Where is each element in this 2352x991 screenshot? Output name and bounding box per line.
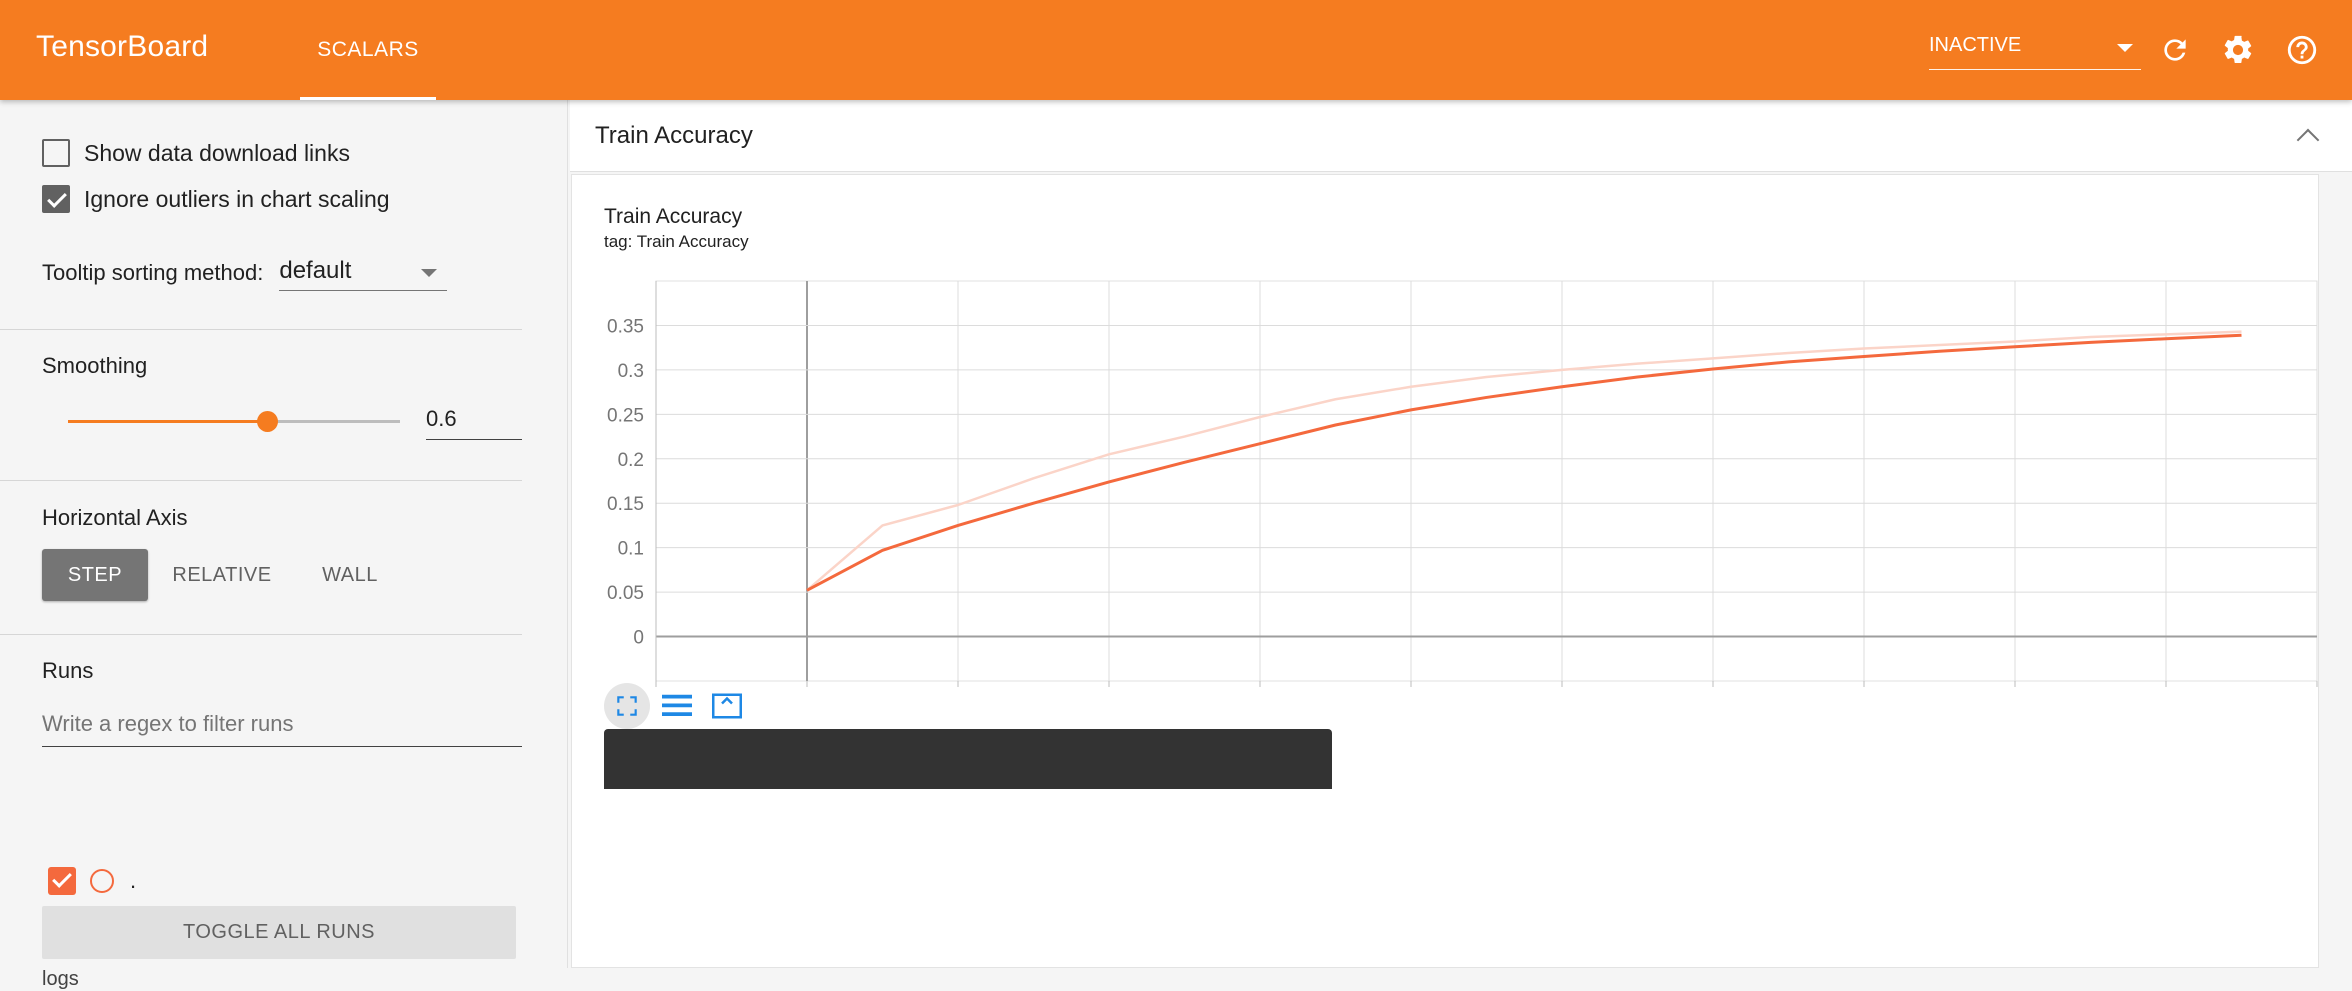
toggle-all-runs-button[interactable]: TOGGLE ALL RUNS bbox=[42, 906, 516, 959]
list-icon bbox=[662, 694, 692, 716]
smoothing-input[interactable]: 0.6 bbox=[426, 402, 522, 440]
train-accuracy-chart[interactable]: 02468101214161800.050.10.150.20.250.30.3… bbox=[572, 175, 2320, 695]
tooltip-sorting-row: Tooltip sorting method: default bbox=[42, 255, 448, 291]
axis-relative-button[interactable]: RELATIVE bbox=[172, 563, 272, 586]
toggle-log-scale-button[interactable] bbox=[654, 683, 700, 729]
tooltip-sorting-value: default bbox=[279, 257, 352, 284]
axis-step-button[interactable]: STEP bbox=[42, 549, 148, 601]
axis-wall-button[interactable]: WALL bbox=[322, 563, 378, 586]
chart-toolbar bbox=[604, 683, 754, 729]
y-tick-label: 0.05 bbox=[607, 583, 644, 604]
download-links-label: Show data download links bbox=[84, 139, 350, 166]
y-tick-label: 0.35 bbox=[607, 316, 644, 337]
help-icon bbox=[2287, 35, 2317, 65]
top-app-bar: TensorBoard SCALARS INACTIVE bbox=[0, 0, 2352, 100]
y-tick-label: 0.2 bbox=[618, 450, 644, 471]
section-divider bbox=[0, 480, 522, 481]
smoothed-series-line bbox=[806, 333, 2242, 592]
gear-icon bbox=[2224, 35, 2252, 64]
ignore-outliers-label: Ignore outliers in chart scaling bbox=[84, 185, 390, 212]
y-tick-label: 0 bbox=[633, 628, 644, 649]
chart-title: Train Accuracy bbox=[604, 205, 743, 228]
run-row: . bbox=[48, 867, 136, 895]
download-links-option[interactable]: Show data download links bbox=[42, 139, 350, 167]
chevron-down-icon bbox=[421, 269, 438, 277]
run-radio[interactable] bbox=[90, 869, 114, 893]
main-content: Train Accuracy Train Accuracy tag: Train… bbox=[570, 100, 2352, 968]
horizontal-axis-title: Horizontal Axis bbox=[42, 505, 188, 530]
section-divider bbox=[0, 634, 522, 635]
y-tick-label: 0.25 bbox=[607, 405, 644, 426]
raw-series-line bbox=[806, 330, 2242, 592]
ignore-outliers-option[interactable]: Ignore outliers in chart scaling bbox=[42, 185, 390, 213]
refresh-button[interactable] bbox=[2155, 30, 2195, 70]
smoothing-slider-thumb[interactable] bbox=[257, 411, 279, 432]
smoothing-slider-fill bbox=[68, 420, 268, 423]
category-title: Train Accuracy bbox=[595, 122, 753, 149]
run-filter-input[interactable]: Write a regex to filter runs bbox=[42, 705, 522, 747]
download-links-checkbox[interactable] bbox=[42, 139, 70, 167]
settings-button[interactable] bbox=[2218, 30, 2258, 70]
fit-to-data-icon bbox=[712, 693, 742, 719]
run-checkbox[interactable] bbox=[48, 867, 76, 895]
chevron-down-icon bbox=[2117, 44, 2133, 52]
tab-scalars[interactable]: SCALARS bbox=[300, 0, 436, 100]
category-pane-header[interactable]: Train Accuracy bbox=[570, 100, 2352, 172]
run-name: . bbox=[130, 868, 137, 893]
y-tick-label: 0.15 bbox=[607, 494, 644, 515]
tooltip-sorting-label: Tooltip sorting method: bbox=[42, 260, 264, 285]
plot-frame bbox=[655, 280, 2318, 682]
smoothing-slider[interactable] bbox=[68, 411, 400, 432]
y-tick-label: 0.3 bbox=[618, 361, 644, 382]
chart-tag: tag: Train Accuracy bbox=[604, 232, 749, 251]
fullscreen-button[interactable] bbox=[604, 683, 650, 729]
log-directory: logs bbox=[42, 968, 79, 990]
smoothing-title: Smoothing bbox=[42, 353, 148, 378]
dashboard-status-value: INACTIVE bbox=[1929, 34, 2022, 56]
tooltip-sorting-select[interactable]: default bbox=[279, 255, 448, 291]
ignore-outliers-checkbox[interactable] bbox=[42, 185, 70, 213]
dashboard-status-select[interactable]: INACTIVE bbox=[1929, 30, 2141, 70]
fullscreen-icon bbox=[617, 696, 637, 716]
help-button[interactable] bbox=[2282, 30, 2322, 70]
fit-domain-button[interactable] bbox=[704, 683, 750, 729]
y-tick-label: 0.1 bbox=[618, 539, 644, 560]
refresh-icon bbox=[2164, 39, 2186, 61]
chart-card: Train Accuracy tag: Train Accuracy 02468… bbox=[571, 174, 2319, 968]
tooltip-panel bbox=[604, 729, 1332, 789]
sidebar: Show data download links Ignore outliers… bbox=[0, 100, 568, 990]
runs-title: Runs bbox=[42, 658, 94, 683]
chevron-up-icon[interactable] bbox=[2296, 128, 2320, 152]
section-divider bbox=[0, 329, 522, 330]
brand-title: TensorBoard bbox=[36, 30, 209, 63]
